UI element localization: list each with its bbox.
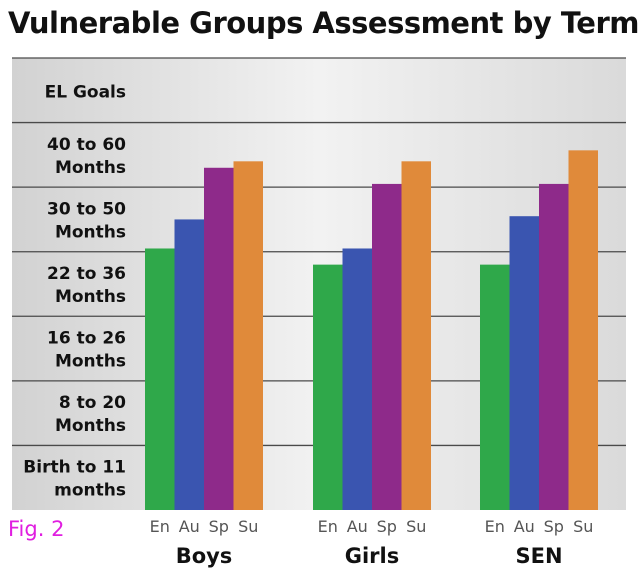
labels: Birth to 11 months 8 to 20 Months 16 to 26 Mo… bbox=[23, 82, 593, 568]
x-term-label: Au bbox=[514, 517, 535, 536]
bar-girls-su bbox=[401, 161, 431, 511]
x-category-label: Girls bbox=[345, 544, 400, 568]
bar-boys-sp bbox=[204, 167, 234, 510]
x-term-label: Au bbox=[179, 517, 200, 536]
x-term-label: Su bbox=[238, 517, 258, 536]
y-tick-label-line2: Months bbox=[55, 352, 126, 372]
y-tick-label-line1: 30 to 50 bbox=[47, 199, 126, 219]
x-term-label: En bbox=[150, 517, 170, 536]
bar-girls-au bbox=[342, 248, 372, 510]
y-tick-label-line2: Months bbox=[55, 287, 126, 307]
bar-sen-au bbox=[509, 216, 539, 510]
x-category-label: Boys bbox=[176, 544, 233, 568]
y-tick-label-line1: 8 to 20 bbox=[59, 393, 126, 413]
x-term-label: En bbox=[485, 517, 505, 536]
y-tick-label-line1: 22 to 36 bbox=[47, 264, 126, 284]
x-term-label: Su bbox=[406, 517, 426, 536]
x-term-label: Sp bbox=[209, 517, 229, 536]
bar-sen-su bbox=[568, 150, 598, 510]
y-tick-label-line2: months bbox=[54, 481, 126, 501]
x-category-label: SEN bbox=[515, 544, 562, 568]
x-term-label: Sp bbox=[544, 517, 564, 536]
bars bbox=[145, 150, 598, 511]
y-tick-label-line1: Birth to 11 bbox=[23, 458, 126, 478]
bar-girls-en bbox=[313, 264, 343, 510]
top-band-label: EL Goals bbox=[45, 82, 126, 102]
bar-boys-en bbox=[145, 248, 175, 510]
x-term-label: Sp bbox=[377, 517, 397, 536]
bar-sen-sp bbox=[539, 183, 569, 510]
y-tick-label-line2: Months bbox=[55, 158, 126, 178]
bar-boys-au bbox=[174, 219, 204, 510]
x-term-label: Su bbox=[573, 517, 593, 536]
y-tick-label-line1: 16 to 26 bbox=[47, 329, 126, 349]
figure-caption: Fig. 2 bbox=[8, 517, 65, 541]
y-tick-label-line2: Months bbox=[55, 222, 126, 242]
chart-title: Vulnerable Groups Assessment by Term bbox=[8, 6, 639, 40]
y-tick-label-line2: Months bbox=[55, 416, 126, 436]
bar-sen-en bbox=[480, 264, 510, 510]
x-term-label: Au bbox=[347, 517, 368, 536]
bar-girls-sp bbox=[372, 183, 402, 510]
bar-boys-su bbox=[233, 161, 263, 511]
y-tick-label-line1: 40 to 60 bbox=[47, 135, 126, 155]
x-term-label: En bbox=[318, 517, 338, 536]
